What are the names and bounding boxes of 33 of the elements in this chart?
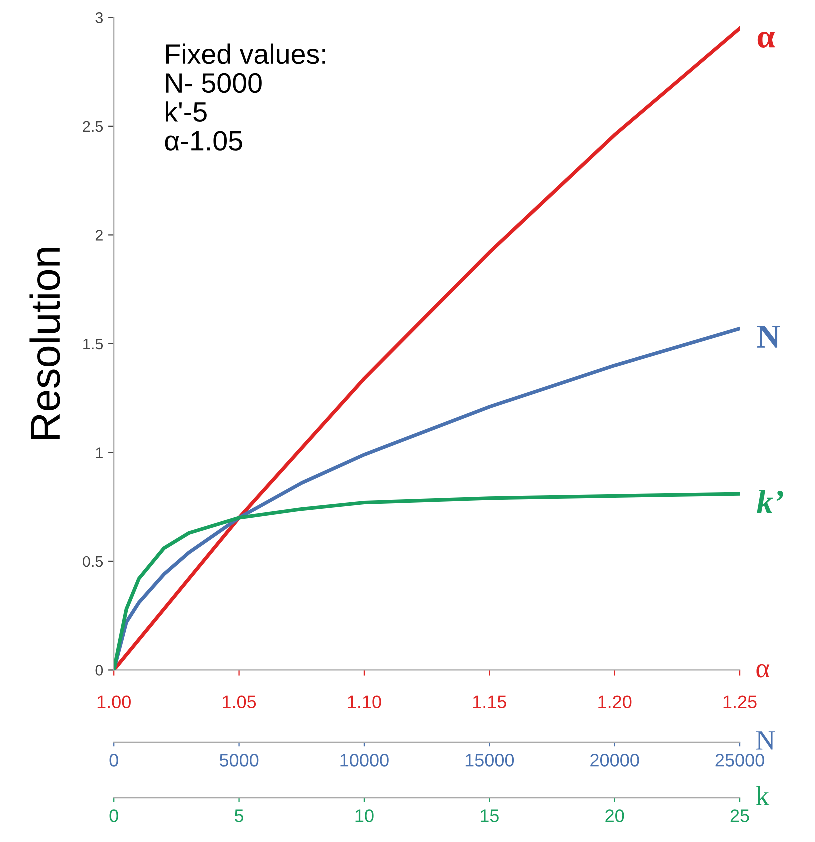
series-label: α [758, 32, 775, 48]
x-tick-label: 20000 [590, 754, 640, 767]
x-tick-label: 25 [730, 810, 750, 822]
y-tick-label: 3 [96, 12, 104, 24]
x-tick-label: 5 [234, 810, 244, 822]
x-tick-label: 15 [480, 810, 499, 822]
y-tick-label: 1.5 [84, 338, 104, 350]
x-tick-label: 25000 [716, 754, 764, 767]
series-label: N [757, 326, 780, 348]
y-tick-label: 2.5 [83, 121, 104, 132]
y-axis-title: Resolution [30, 248, 60, 439]
x-tick-label: 0 [110, 754, 118, 767]
x-tick-label: 1.15 [473, 696, 506, 708]
x-tick-label: 1.20 [598, 696, 632, 708]
annotation: Fixed values: N- 5000 k'-5 α-1.05 [165, 44, 326, 151]
x-tick-label: 20 [606, 810, 624, 822]
y-tick-label: 0 [96, 665, 104, 676]
x-axis-title: α [756, 664, 770, 678]
x-axis-title: k [756, 786, 770, 806]
y-tick-label: 0.5 [83, 556, 104, 568]
x-tick-label: 10 [356, 810, 374, 822]
x-tick-label: 1.00 [98, 696, 131, 708]
x-tick-label: 1.25 [724, 696, 757, 708]
x-axis-title: N [756, 732, 776, 750]
y-tick-label: 1 [96, 448, 103, 458]
x-tick-label: 5000 [220, 754, 259, 767]
x-tick-label: 10000 [340, 754, 389, 767]
y-tick-label: 2 [96, 230, 103, 241]
x-tick-label: 1.10 [348, 696, 382, 708]
series-label: k’ [757, 490, 784, 514]
x-tick-label: 15000 [466, 754, 514, 767]
x-tick-label: 1.05 [223, 696, 256, 708]
x-tick-label: 0 [110, 810, 118, 822]
